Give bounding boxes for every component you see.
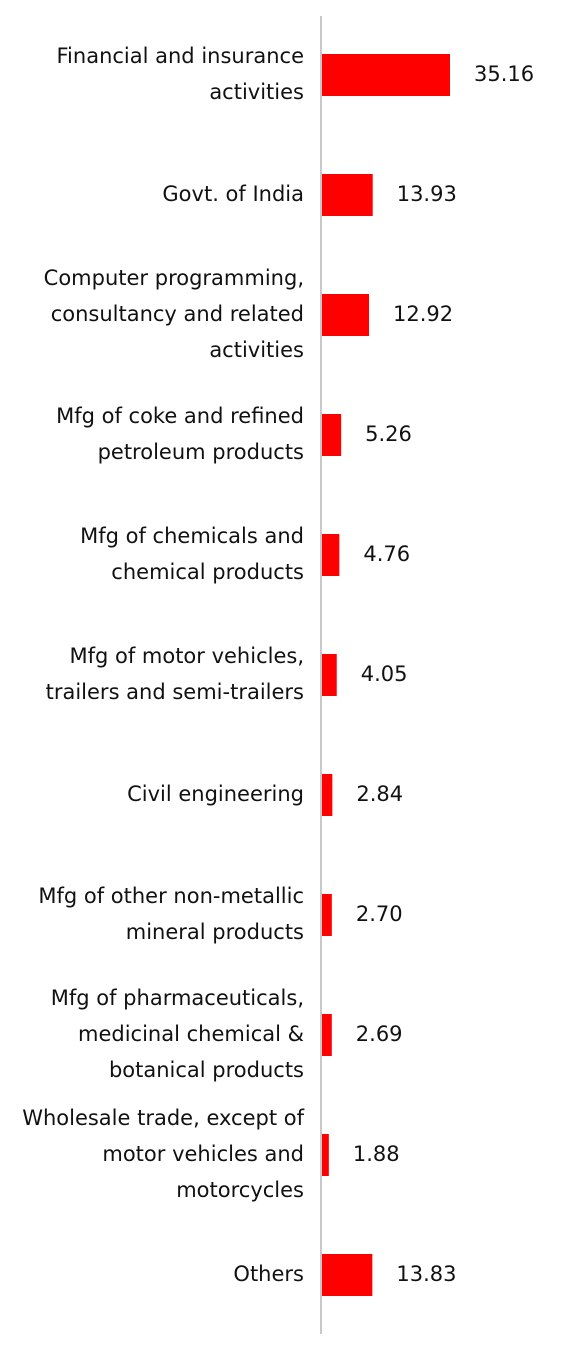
category-label: Govt. of India bbox=[162, 182, 304, 206]
bar bbox=[322, 1014, 332, 1056]
category-labels-group: Financial and insurance activities Govt. o… bbox=[22, 44, 304, 1286]
bars-group bbox=[322, 54, 450, 1296]
category-label-line: Mfg of motor vehicles, bbox=[69, 644, 304, 668]
bar-value-label: 2.84 bbox=[356, 782, 403, 806]
bar bbox=[322, 54, 450, 96]
bar bbox=[322, 414, 342, 456]
bar-value-label: 2.70 bbox=[356, 902, 403, 926]
category-label-line: medicinal chemical & bbox=[78, 1022, 304, 1046]
bar-value-label: 2.69 bbox=[356, 1022, 403, 1046]
category-label-line: botanical products bbox=[109, 1058, 304, 1082]
category-label-line: activities bbox=[209, 80, 304, 104]
category-label-line: petroleum products bbox=[98, 440, 304, 464]
category-label-line: Mfg of chemicals and bbox=[80, 524, 304, 548]
bar bbox=[322, 1254, 373, 1296]
category-label-line: consultancy and related bbox=[51, 302, 304, 326]
category-label-line: trailers and semi-trailers bbox=[46, 680, 304, 704]
category-label: Financial and insurance activities bbox=[57, 44, 305, 104]
category-label-line: Wholesale trade, except of bbox=[22, 1106, 304, 1130]
category-label-line: Computer programming, bbox=[44, 266, 304, 290]
bar bbox=[322, 534, 340, 576]
category-label: Mfg of coke and refined petroleum product… bbox=[56, 404, 304, 464]
bar-value-label: 35.16 bbox=[474, 62, 534, 86]
bar bbox=[322, 894, 332, 936]
category-label: Others bbox=[233, 1262, 304, 1286]
bar-value-label: 13.83 bbox=[396, 1262, 456, 1286]
value-labels-group: 35.16 13.93 12.92 5.26 4.76 4.05 2.84 2.70 2.69 1… bbox=[353, 62, 534, 1286]
bar bbox=[322, 774, 333, 816]
category-label-line: Mfg of other non-metallic bbox=[38, 884, 304, 908]
category-label-line: Others bbox=[233, 1262, 304, 1286]
category-label: Mfg of other non-metallic mineral product… bbox=[38, 884, 304, 944]
category-label: Mfg of pharmaceuticals, medicinal chemica… bbox=[51, 986, 304, 1082]
category-label-line: Financial and insurance bbox=[57, 44, 305, 68]
bar-value-label: 5.26 bbox=[365, 422, 412, 446]
bar-value-label: 4.05 bbox=[361, 662, 408, 686]
bar bbox=[322, 1134, 329, 1176]
category-label: Mfg of motor vehicles, trailers and semi-… bbox=[46, 644, 304, 704]
category-label: Civil engineering bbox=[127, 782, 304, 806]
bar-value-label: 4.76 bbox=[363, 542, 410, 566]
bar-value-label: 1.88 bbox=[353, 1142, 400, 1166]
category-label-line: activities bbox=[209, 338, 304, 362]
category-label: Mfg of chemicals and chemical products bbox=[80, 524, 304, 584]
category-label-line: chemical products bbox=[111, 560, 304, 584]
category-label-line: Mfg of coke and refined bbox=[56, 404, 304, 428]
category-label: Wholesale trade, except of motor vehicles… bbox=[22, 1106, 304, 1202]
category-label-line: Govt. of India bbox=[162, 182, 304, 206]
bar bbox=[322, 294, 370, 336]
category-label-line: mineral products bbox=[126, 920, 304, 944]
bar-value-label: 13.93 bbox=[397, 182, 457, 206]
category-label-line: motorcycles bbox=[176, 1178, 304, 1202]
bar bbox=[322, 654, 337, 696]
category-label-line: Civil engineering bbox=[127, 782, 304, 806]
category-label-line: Mfg of pharmaceuticals, bbox=[51, 986, 304, 1010]
bar-value-label: 12.92 bbox=[393, 302, 453, 326]
bar bbox=[322, 174, 373, 216]
category-label: Computer programming, consultancy and rel… bbox=[44, 266, 304, 362]
category-label-line: motor vehicles and bbox=[102, 1142, 304, 1166]
